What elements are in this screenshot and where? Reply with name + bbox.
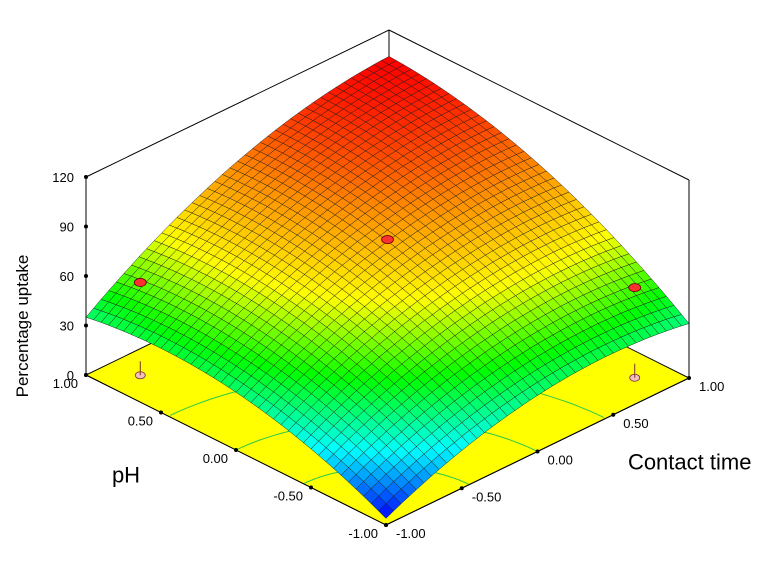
surface-mesh [85, 56, 690, 519]
design-point-top-left [628, 283, 642, 293]
z-tick-mark [84, 323, 88, 328]
y-tick-label: -0.50 [472, 489, 502, 504]
y-tick-mark [535, 449, 540, 454]
z-tick-mark [84, 175, 88, 179]
x-tick-label: 1.00 [53, 376, 78, 391]
x-tick-mark [84, 373, 88, 377]
z-tick-label: 30 [60, 319, 74, 334]
y-tick-mark [611, 412, 616, 417]
x-tick-label: -0.50 [273, 489, 303, 504]
back-top-edge-left [85, 29, 390, 178]
z-tick-label: 90 [60, 220, 74, 235]
z-tick-label: 120 [52, 170, 74, 185]
z-axis-title: Percentage uptake [13, 255, 32, 398]
x-tick-mark [159, 410, 163, 415]
y-tick-label: 1.00 [699, 379, 724, 394]
z-tick-mark [84, 224, 88, 229]
z-tick-label: 60 [60, 269, 74, 284]
back-top-edge-right [388, 29, 690, 181]
x-axis-title: pH [112, 463, 140, 488]
x-tick-label: -1.00 [348, 526, 378, 541]
x-tick-mark [234, 448, 238, 452]
x-tick-label: 0.50 [128, 414, 153, 429]
y-tick-label: -1.00 [396, 526, 426, 541]
y-tick-label: 0.00 [548, 453, 573, 468]
y-axis: -1.00 -0.50 0.00 0.50 1.00 Contact time [384, 376, 751, 541]
design-point-top-right [133, 278, 147, 287]
x-axis: -1.00 -0.50 0.00 0.50 1.00 pH [53, 373, 388, 541]
z-tick-mark [84, 274, 88, 278]
y-axis-title: Contact time [628, 449, 752, 474]
x-tick-label: 0.00 [203, 451, 228, 466]
design-points [134, 361, 641, 382]
x-tick-mark [309, 485, 313, 490]
y-tick-mark [687, 376, 691, 380]
y-tick-mark [384, 523, 388, 527]
y-tick-label: 0.50 [623, 416, 648, 431]
z-tick-label: 0 [67, 368, 74, 383]
design-points-top [133, 235, 642, 293]
y-tick-mark [459, 486, 464, 491]
z-axis: 0 30 60 90 120 Percentage uptake [13, 170, 88, 397]
design-point-center [381, 235, 394, 244]
surface-cell [378, 503, 394, 519]
